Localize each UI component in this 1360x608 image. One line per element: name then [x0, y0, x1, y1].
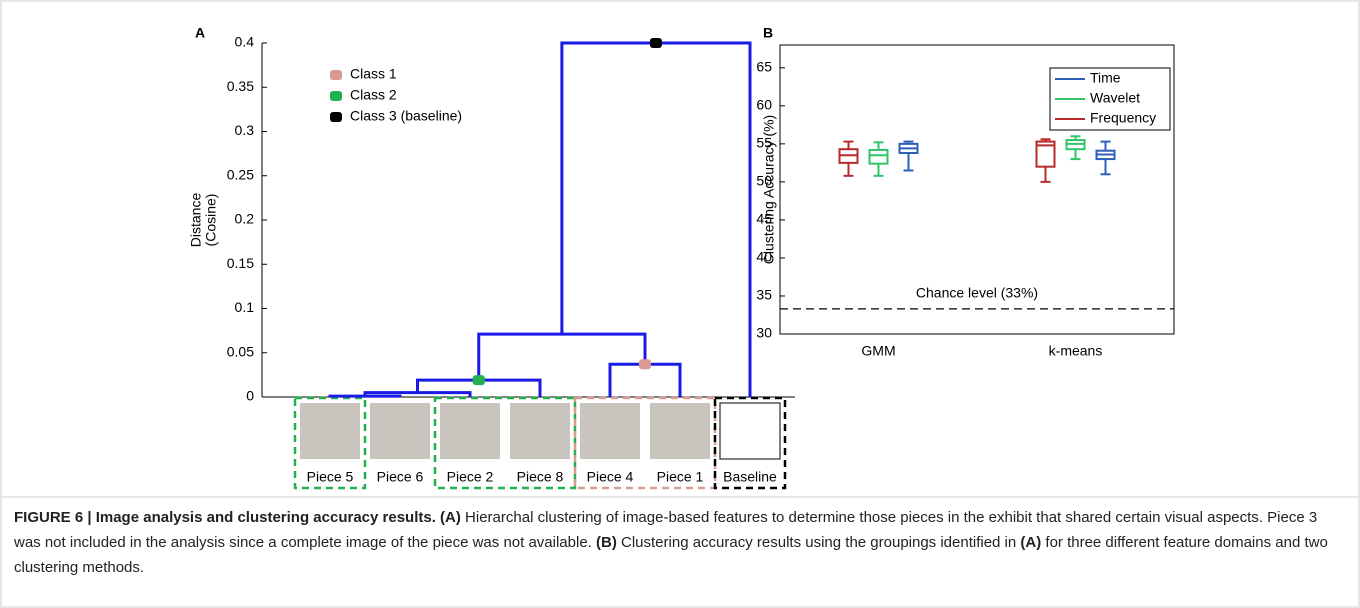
legend-label: Time — [1090, 70, 1121, 86]
leaf-image — [510, 403, 570, 459]
leaf-label: Piece 8 — [517, 469, 564, 485]
panel-label: A — [195, 25, 205, 41]
class-marker — [473, 375, 485, 385]
legend-label: Frequency — [1090, 110, 1156, 126]
y-tick-label: 0.35 — [227, 78, 254, 94]
y-tick-label: 0.3 — [235, 122, 255, 138]
page: {"chart_data": [ {"type": "dendrogram", … — [0, 0, 1360, 608]
caption-text: (B) — [596, 534, 617, 551]
y-axis-label-line: Distance — [188, 193, 204, 248]
leaf-image — [300, 403, 360, 459]
y-tick-label: 0.05 — [227, 343, 254, 359]
legend-label: Wavelet — [1090, 90, 1140, 106]
dendrogram-link — [330, 396, 400, 397]
y-tick-label: 0 — [246, 388, 254, 404]
y-tick-label: 30 — [756, 325, 772, 341]
y-tick-label: 0.25 — [227, 166, 254, 182]
legend-label: Class 3 (baseline) — [350, 108, 462, 124]
y-tick-label: 0.4 — [235, 34, 255, 50]
legend-swatch — [330, 112, 342, 122]
x-tick-label: k-means — [1049, 343, 1103, 359]
caption-text: (A) — [1020, 534, 1041, 551]
leaf-label: Piece 2 — [447, 469, 494, 485]
class-marker — [639, 359, 651, 369]
y-tick-label: 0.15 — [227, 255, 254, 271]
leaf-label: Piece 1 — [657, 469, 704, 485]
legend-label: Class 2 — [350, 87, 397, 103]
caption-text: Clustering accuracy results using the gr… — [617, 534, 1021, 551]
leaf-image — [720, 403, 780, 459]
reference-label: Chance level (33%) — [916, 285, 1038, 301]
panel-label: B — [763, 25, 773, 41]
y-tick-label: 35 — [756, 287, 772, 303]
dendrogram-link — [562, 43, 750, 397]
leaf-label: Piece 6 — [377, 469, 424, 485]
leaf-image — [440, 403, 500, 459]
leaf-label: Piece 4 — [587, 469, 634, 485]
box — [870, 150, 888, 164]
caption: FIGURE 6 | Image analysis and clustering… — [14, 505, 1344, 580]
legend-swatch — [330, 91, 342, 101]
dendrogram-link — [479, 334, 645, 380]
x-tick-label: GMM — [861, 343, 895, 359]
leaf-image — [370, 403, 430, 459]
class-marker — [650, 38, 662, 48]
y-axis-label: Distance(Cosine) — [188, 193, 219, 248]
y-tick-label: 0.1 — [235, 299, 255, 315]
leaf-image — [650, 403, 710, 459]
legend-label: Class 1 — [350, 66, 397, 82]
legend-swatch — [330, 70, 342, 80]
leaf-label: Piece 5 — [307, 469, 354, 485]
y-tick-label: 0.2 — [235, 211, 255, 227]
leaf-image — [580, 403, 640, 459]
y-tick-label: 65 — [756, 59, 772, 75]
caption-text: (A) — [440, 509, 461, 526]
y-tick-label: 60 — [756, 97, 772, 113]
leaf-label: Baseline — [723, 469, 777, 485]
caption-text: FIGURE 6 | Image analysis and clustering… — [14, 509, 436, 526]
y-axis-label-line: (Cosine) — [203, 194, 219, 247]
y-axis-label: Clustering Accuracy (%) — [761, 115, 777, 264]
